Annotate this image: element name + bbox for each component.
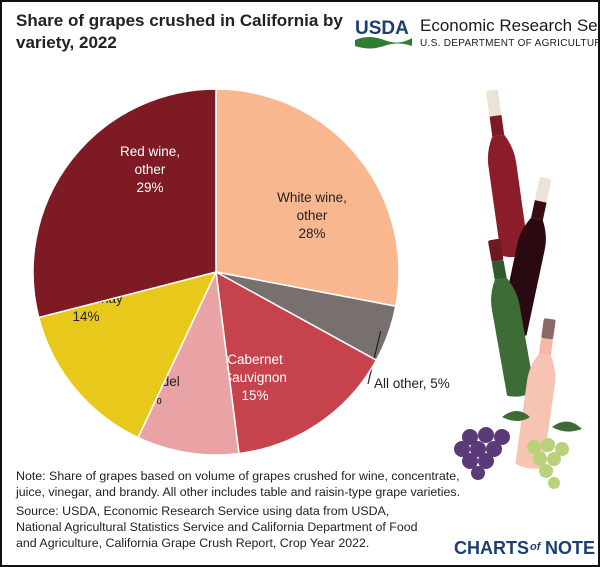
- slice-label: All other, 5%: [374, 376, 450, 391]
- charts-of-note-logo: CHARTS of NOTE: [454, 536, 596, 562]
- pie-slice: [137, 269, 240, 456]
- agency-department: U.S. DEPARTMENT OF AGRICULTURE: [420, 38, 600, 49]
- slice-label: White wine, other 28%: [277, 190, 347, 241]
- agency-name: Economic Research Service: [420, 16, 598, 35]
- slice-label: Cabernet Sauvignon 15%: [223, 352, 287, 403]
- pie-chart: White wine, other 28% All other, 5% Cabernet…: [32, 88, 450, 456]
- chart-source: Source: USDA, Economic Research Service …: [16, 504, 418, 550]
- pie-slice: [215, 88, 400, 308]
- slice-label: Red wine, other 29%: [120, 144, 180, 195]
- brand-charts-text: CHARTS: [454, 538, 529, 558]
- brand-note-text: NOTE: [545, 538, 596, 558]
- usda-logo-icon: USDA: [355, 18, 412, 49]
- pie-slice: [37, 270, 218, 439]
- leader-line: [367, 331, 382, 385]
- chart-note: Note: Share of grapes based on volume of…: [16, 469, 461, 499]
- pie-slice: [215, 270, 378, 455]
- usda-ers-logo: USDA Economic Research Service U.S. DEPA…: [354, 12, 598, 52]
- usda-logo-text: USDA: [355, 18, 409, 39]
- wine-bottles-illustration-icon: [454, 89, 582, 489]
- pie-slice: [32, 88, 217, 319]
- chart-title: Share of grapes crushed in California by…: [16, 11, 343, 52]
- brand-of-text: of: [530, 541, 541, 553]
